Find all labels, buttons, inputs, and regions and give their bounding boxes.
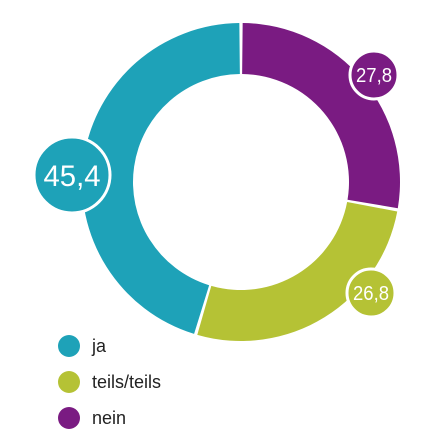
- legend-label-teils-teils: teils/teils: [92, 371, 162, 392]
- legend-swatch-ja: [58, 335, 80, 357]
- legend-item-ja: ja: [58, 328, 161, 364]
- data-label-bubble: [348, 49, 400, 101]
- data-label-text: 27,8: [356, 65, 392, 87]
- data-label-text: 26,8: [353, 283, 389, 305]
- slice-ja: [81, 23, 240, 334]
- legend-item-teils-teils: teils/teils: [58, 364, 161, 400]
- data-label-text: 45,4: [44, 160, 101, 193]
- legend-swatch-nein: [58, 407, 80, 429]
- legend-item-nein: nein: [58, 400, 161, 436]
- legend: ja teils/teils nein: [58, 328, 161, 436]
- slice-teils-teils: [197, 202, 398, 341]
- legend-label-ja: ja: [92, 335, 107, 356]
- legend-label-nein: nein: [92, 407, 127, 428]
- data-label-teils-teils: 26,8: [345, 267, 397, 319]
- data-label-nein: 27,8: [348, 49, 400, 101]
- data-label-bubble: [32, 135, 112, 215]
- data-label-bubble: [345, 267, 397, 319]
- slice-nein: [242, 23, 400, 209]
- data-label-ja: 45,4: [32, 135, 112, 215]
- legend-swatch-teils-teils: [58, 371, 80, 393]
